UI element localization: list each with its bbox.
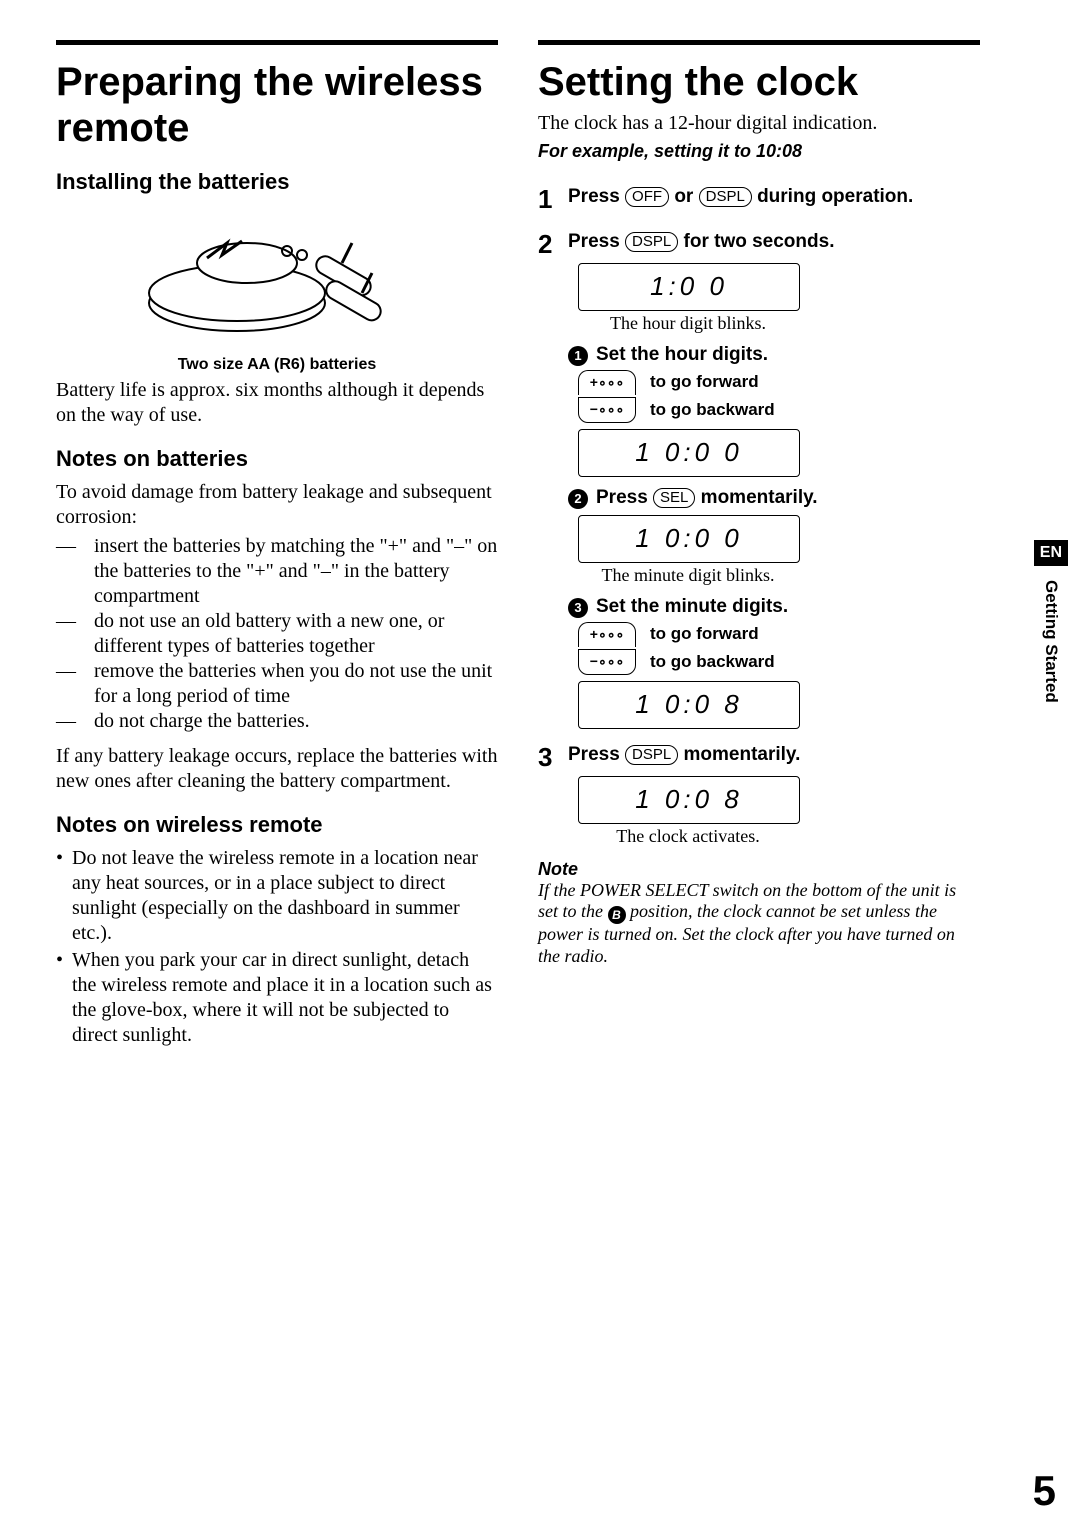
heading-preparing-remote: Preparing the wireless remote bbox=[56, 40, 498, 151]
lcd-caption-5: The clock activates. bbox=[558, 826, 818, 847]
remote-batteries-illustration bbox=[147, 203, 407, 353]
forward-label: to go forward bbox=[650, 624, 759, 644]
list-item: Do not leave the wireless remote in a lo… bbox=[56, 846, 498, 946]
two-column-layout: Preparing the wireless remote Installing… bbox=[56, 40, 1020, 1050]
language-badge: EN bbox=[1034, 540, 1068, 566]
list-item: do not charge the batteries. bbox=[56, 709, 498, 734]
remote-notes-list: Do not leave the wireless remote in a lo… bbox=[56, 846, 498, 1048]
clock-example: For example, setting it to 10:08 bbox=[538, 140, 980, 163]
circled-number-3: 3 bbox=[568, 598, 588, 618]
backward-label: to go backward bbox=[650, 652, 775, 672]
lcd-display-4: 1 0:0 8 bbox=[578, 681, 800, 729]
lcd-display-1: 1:0 0 bbox=[578, 263, 800, 311]
list-item: When you park your car in direct sunligh… bbox=[56, 948, 498, 1048]
note-heading: Note bbox=[538, 859, 980, 880]
minus-button: −∘∘∘ bbox=[578, 649, 636, 675]
text: momentarily. bbox=[678, 744, 800, 765]
side-tab: EN Getting Started bbox=[1034, 540, 1068, 703]
minus-button: −∘∘∘ bbox=[578, 397, 636, 423]
substep-3: 3 Set the minute digits. bbox=[568, 596, 980, 618]
battery-life-paragraph: Battery life is approx. six months altho… bbox=[56, 378, 498, 428]
right-column: Setting the clock The clock has a 12-hou… bbox=[538, 40, 1020, 1050]
page: Preparing the wireless remote Installing… bbox=[0, 0, 1080, 1533]
heading-setting-clock: Setting the clock bbox=[538, 40, 980, 105]
lcd-display-5: 1 0:0 8 bbox=[578, 776, 800, 824]
diagram-caption: Two size AA (R6) batteries bbox=[56, 356, 498, 374]
circled-b-icon: B bbox=[608, 906, 626, 924]
heading-notes-batteries: Notes on batteries bbox=[56, 446, 498, 472]
sel-button-label: SEL bbox=[653, 488, 695, 508]
up-down-control-2: +∘∘∘ to go forward −∘∘∘ to go backward bbox=[578, 622, 980, 675]
step-number: 1 bbox=[538, 185, 568, 212]
note-body: If the POWER SELECT switch on the bottom… bbox=[538, 880, 980, 968]
clock-intro: The clock has a 12-hour digital indicati… bbox=[538, 111, 980, 136]
page-number: 5 bbox=[1033, 1467, 1056, 1515]
heading-installing-batteries: Installing the batteries bbox=[56, 169, 498, 195]
list-item: insert the batteries by matching the "+"… bbox=[56, 534, 498, 609]
step-2-text: Press DSPL for two seconds. bbox=[568, 231, 834, 252]
text: or bbox=[669, 186, 699, 207]
step-3: 3 Press DSPL momentarily. bbox=[538, 743, 980, 770]
plus-button: +∘∘∘ bbox=[578, 370, 636, 395]
plus-button: +∘∘∘ bbox=[578, 622, 636, 647]
substep-1: 1 Set the hour digits. bbox=[568, 344, 980, 366]
step-1: 1 Press OFF or DSPL during operation. bbox=[538, 185, 980, 212]
list-item: do not use an old battery with a new one… bbox=[56, 609, 498, 659]
step-2: 2 Press DSPL for two seconds. bbox=[538, 230, 980, 257]
text: Press bbox=[568, 186, 625, 207]
up-down-control: +∘∘∘ to go forward −∘∘∘ to go backward bbox=[578, 370, 980, 423]
leakage-paragraph: If any battery leakage occurs, replace t… bbox=[56, 744, 498, 794]
substep-2: 2 Press SEL momentarily. bbox=[568, 487, 980, 509]
forward-label: to go forward bbox=[650, 372, 759, 392]
battery-notes-list: insert the batteries by matching the "+"… bbox=[56, 534, 498, 734]
section-label: Getting Started bbox=[1041, 580, 1061, 703]
lcd-display-2: 1 0:0 0 bbox=[578, 429, 800, 477]
substep-3-text: Set the minute digits. bbox=[596, 596, 788, 618]
text: Press bbox=[568, 231, 625, 252]
circled-number-2: 2 bbox=[568, 489, 588, 509]
lcd-caption-1: The hour digit blinks. bbox=[558, 313, 818, 334]
text: Press bbox=[568, 744, 625, 765]
heading-notes-remote: Notes on wireless remote bbox=[56, 812, 498, 838]
lcd-display-3: 1 0:0 0 bbox=[578, 515, 800, 563]
off-button-label: OFF bbox=[625, 187, 669, 207]
step-number: 2 bbox=[538, 230, 568, 257]
text: momentarily. bbox=[695, 487, 817, 508]
list-item: remove the batteries when you do not use… bbox=[56, 659, 498, 709]
avoid-damage-paragraph: To avoid damage from battery leakage and… bbox=[56, 480, 498, 530]
text: during operation. bbox=[752, 186, 914, 207]
dspl-button-label: DSPL bbox=[699, 187, 752, 207]
circled-number-1: 1 bbox=[568, 346, 588, 366]
substep-2-text: Press SEL momentarily. bbox=[596, 487, 818, 509]
text: Press bbox=[596, 487, 653, 508]
text: for two seconds. bbox=[678, 231, 834, 252]
dspl-button-label: DSPL bbox=[625, 745, 678, 765]
step-1-text: Press OFF or DSPL during operation. bbox=[568, 186, 913, 207]
step-3-text: Press DSPL momentarily. bbox=[568, 744, 800, 765]
left-column: Preparing the wireless remote Installing… bbox=[56, 40, 498, 1050]
step-number: 3 bbox=[538, 743, 568, 770]
backward-label: to go backward bbox=[650, 400, 775, 420]
lcd-caption-3: The minute digit blinks. bbox=[558, 565, 818, 586]
substep-1-text: Set the hour digits. bbox=[596, 344, 768, 366]
remote-diagram: Two size AA (R6) batteries bbox=[56, 203, 498, 374]
dspl-button-label: DSPL bbox=[625, 232, 678, 252]
